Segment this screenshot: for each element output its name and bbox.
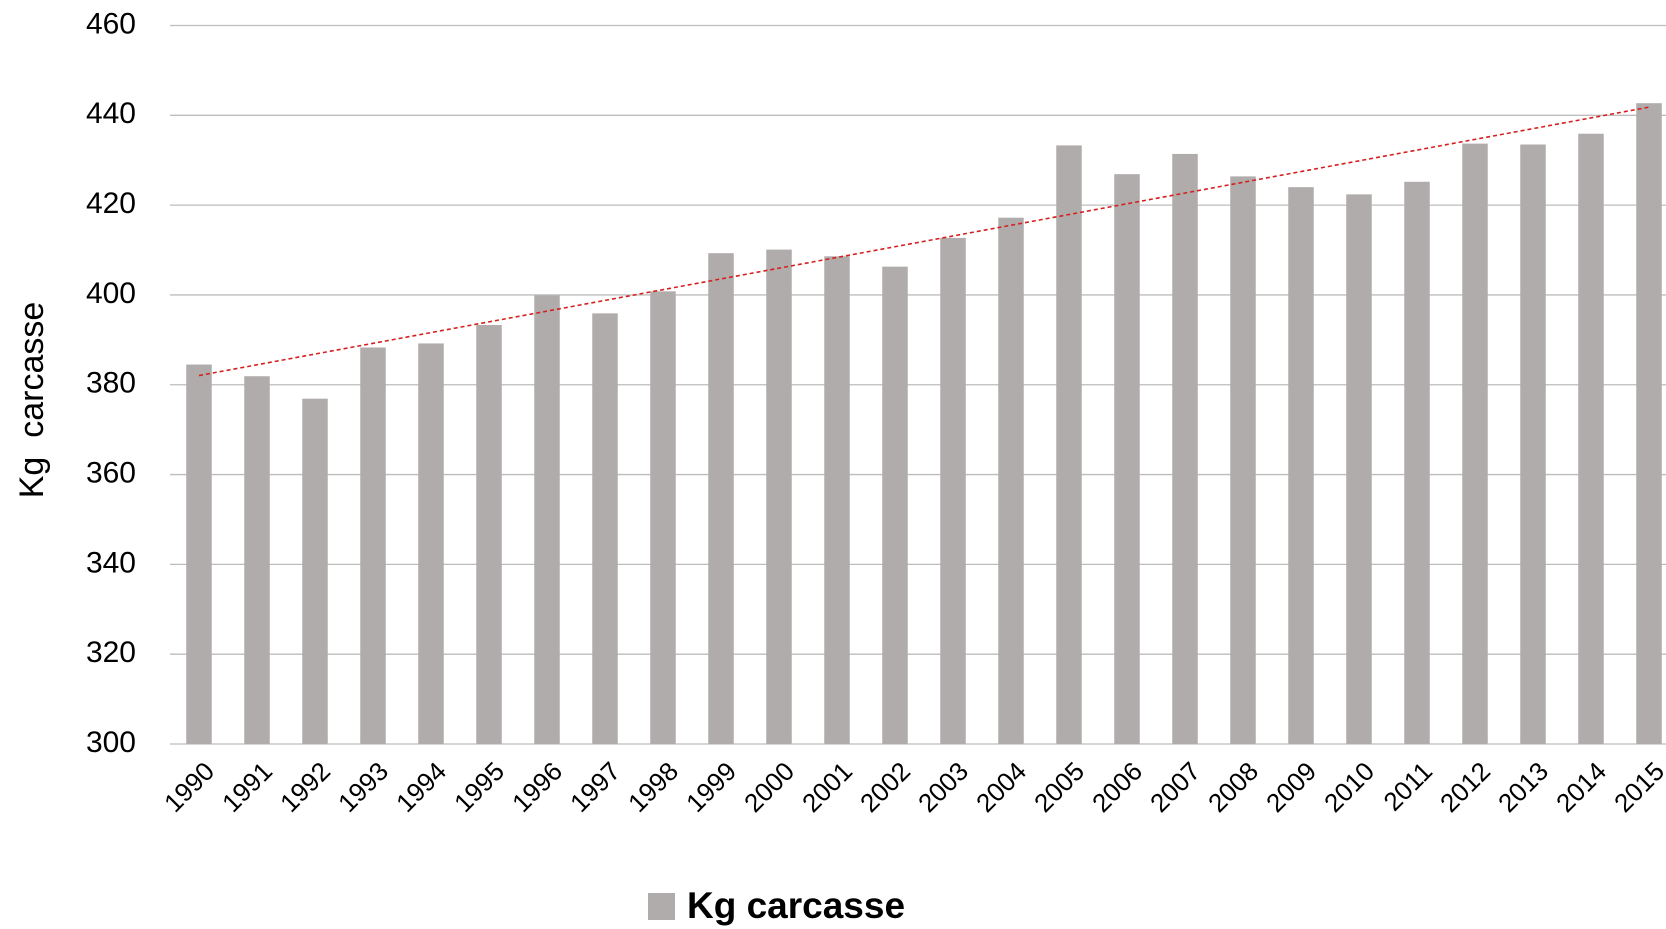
bar xyxy=(1056,145,1082,745)
x-tick-label: 1992 xyxy=(274,756,336,818)
bar xyxy=(1578,133,1604,744)
bar xyxy=(650,291,676,744)
x-tick-label: 2009 xyxy=(1260,756,1322,818)
x-tick-label: 2004 xyxy=(970,756,1032,818)
y-tick-label: 460 xyxy=(86,7,136,40)
bar xyxy=(592,313,618,744)
x-tick-label: 2000 xyxy=(738,756,800,818)
bar xyxy=(418,343,444,744)
legend-label: Kg carcasse xyxy=(687,885,905,926)
trendline xyxy=(198,106,1650,377)
y-tick-label: 360 xyxy=(86,456,136,489)
x-tick-label: 1996 xyxy=(506,756,568,818)
bar xyxy=(940,237,966,744)
x-tick-label: 2015 xyxy=(1608,756,1666,818)
x-tick-label: 2006 xyxy=(1086,756,1148,818)
x-tick-label: 1991 xyxy=(216,756,278,818)
bar xyxy=(1172,153,1198,744)
bar xyxy=(1346,194,1372,744)
x-tick-label: 2005 xyxy=(1028,756,1090,818)
bar xyxy=(302,398,328,744)
legend-swatch xyxy=(648,893,675,920)
y-tick-label: 400 xyxy=(86,277,136,310)
y-tick-label: 440 xyxy=(86,97,136,130)
bar xyxy=(1230,176,1256,744)
x-tick-label: 2002 xyxy=(854,756,916,818)
x-tick-label: 2012 xyxy=(1434,756,1496,818)
x-tick-label: 2003 xyxy=(912,756,974,818)
x-tick-label: 2007 xyxy=(1144,756,1206,818)
bar xyxy=(998,217,1024,745)
bar xyxy=(882,266,908,744)
x-tick-label: 1994 xyxy=(390,756,452,818)
y-tick-label: 340 xyxy=(86,546,136,579)
bar xyxy=(1636,103,1662,745)
y-axis-title: Kg carcasse xyxy=(13,302,51,499)
x-tick-label: 2014 xyxy=(1550,756,1612,818)
bar xyxy=(1520,144,1546,744)
x-tick-label: 1995 xyxy=(448,756,510,818)
bar xyxy=(534,295,560,744)
bar xyxy=(476,325,502,744)
y-tick-label: 380 xyxy=(86,367,136,400)
y-tick-label: 300 xyxy=(86,726,136,759)
bar xyxy=(244,376,270,744)
bar xyxy=(360,347,386,744)
bar xyxy=(766,249,792,744)
x-tick-label: 1997 xyxy=(564,756,626,818)
bar xyxy=(1288,187,1314,745)
x-tick-label: 1999 xyxy=(680,756,742,818)
bar xyxy=(708,253,734,744)
x-tick-label: 1998 xyxy=(622,756,684,818)
bar xyxy=(1404,181,1430,744)
x-tick-label: 2008 xyxy=(1202,756,1264,818)
x-tick-label: 2010 xyxy=(1318,756,1380,818)
bar xyxy=(1114,174,1140,744)
bar xyxy=(1462,143,1488,744)
y-tick-label: 320 xyxy=(86,636,136,669)
bar xyxy=(186,364,212,744)
y-tick-label: 420 xyxy=(86,187,136,220)
x-tick-label: 2001 xyxy=(796,756,858,818)
x-tick-label: 1993 xyxy=(332,756,394,818)
x-tick-label: 1990 xyxy=(158,756,220,818)
x-tick-label: 2013 xyxy=(1492,756,1554,818)
bar xyxy=(824,256,850,744)
x-tick-label: 2011 xyxy=(1377,756,1438,817)
